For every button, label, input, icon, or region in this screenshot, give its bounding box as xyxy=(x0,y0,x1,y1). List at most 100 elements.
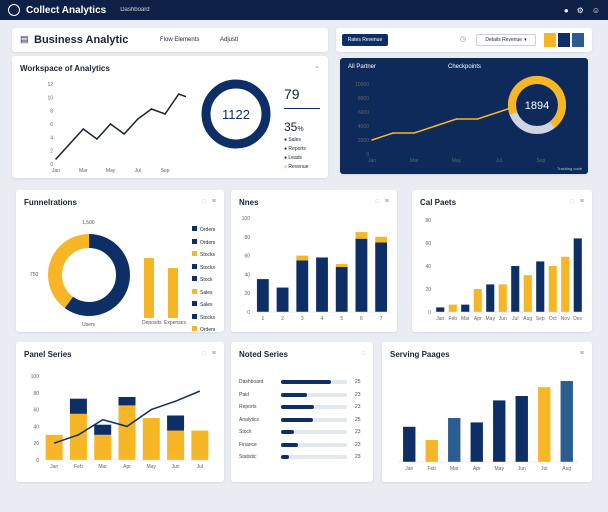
news-bar xyxy=(335,264,348,267)
notes-progress-fill xyxy=(281,430,295,435)
panel-series-title: Panel Series xyxy=(24,350,72,359)
notes-title: Noted Series xyxy=(239,350,288,359)
cal-xtick: Dec xyxy=(573,316,582,322)
notes-row-value: 25 xyxy=(355,379,361,386)
more-icon[interactable]: ≡ xyxy=(384,198,389,205)
collapse-icon[interactable]: ⌄ xyxy=(314,63,320,70)
legend-label: Orders xyxy=(200,239,216,246)
cal-xtick: Nov xyxy=(561,316,570,322)
notes-progress-fill xyxy=(281,455,289,460)
panel-series-ytick: 0 xyxy=(36,458,39,464)
cal-ytick: 20 xyxy=(425,287,431,293)
overview-xtick: Jan xyxy=(52,168,60,174)
toggle-a[interactable] xyxy=(544,33,556,47)
panel-series-xtick: Jun xyxy=(172,464,180,470)
notes-progress-track xyxy=(281,442,347,447)
funnel-bar xyxy=(144,258,154,318)
serving-bar xyxy=(560,381,573,462)
info-icon[interactable]: ◌ xyxy=(569,198,574,205)
overview-point xyxy=(109,123,112,125)
info-icon[interactable]: ◌ xyxy=(374,198,379,205)
overview-title: Workspace of Analytics xyxy=(20,64,110,73)
dark-point xyxy=(434,125,437,127)
panel-series-xtick: Mar xyxy=(98,464,107,470)
panel-series-ytick: 40 xyxy=(33,424,39,430)
settings-icon[interactable]: ⚙ xyxy=(576,5,584,15)
notes-row-label: Dashboard xyxy=(239,379,264,386)
overview-list-item: ● Leads xyxy=(284,154,308,163)
more-icon[interactable]: ≡ xyxy=(579,198,584,205)
rates-button[interactable]: Rates Revenue xyxy=(342,34,388,46)
legend-swatch xyxy=(192,251,197,256)
panel-series-bar xyxy=(167,430,185,460)
serving-bar xyxy=(448,418,461,462)
legend-swatch xyxy=(192,238,197,244)
cal-bar xyxy=(461,304,470,312)
bullet-icon: ● xyxy=(284,164,289,170)
news-xtick: 5 xyxy=(340,316,343,322)
funnel-bar xyxy=(168,268,178,318)
funnel-left-label: 750 xyxy=(30,272,39,278)
clock-icon[interactable]: ◷ xyxy=(460,36,467,43)
news-ytick: 20 xyxy=(244,291,250,297)
cal-bar xyxy=(536,261,545,312)
notes-row-value: 25 xyxy=(355,416,361,423)
panel-series-xtick: Jan xyxy=(50,464,58,470)
cal-bar xyxy=(473,289,482,312)
nav-dashboard[interactable]: Dashboard xyxy=(120,7,150,13)
overview-point xyxy=(164,113,166,115)
user-icon[interactable]: ☺ xyxy=(591,5,600,15)
overview-point xyxy=(68,143,71,145)
notes-progress-fill xyxy=(281,392,308,397)
notes-row-label: Reports xyxy=(239,404,257,411)
toggle-c[interactable] xyxy=(572,33,584,47)
toggle-b[interactable] xyxy=(558,33,570,47)
cal-title: Cal Paets xyxy=(420,198,457,207)
news-bar xyxy=(256,279,269,312)
news-xtick: 4 xyxy=(321,316,324,322)
notes-row: Finance 23 xyxy=(239,439,367,452)
page-title: Business Analytic xyxy=(34,34,129,46)
funnel-card: Funnelrations ◌ ≡ 1,500 750 Users Deposit… xyxy=(16,190,224,333)
cal-xtick: Feb xyxy=(448,316,457,322)
tab-flow[interactable]: Flow Elements xyxy=(160,37,200,43)
info-icon[interactable]: ◌ xyxy=(201,350,206,357)
notes-progress-fill xyxy=(281,380,331,385)
panel-series-bar xyxy=(94,424,112,435)
overview-donut: 1122 xyxy=(201,79,271,149)
cal-card: Cal Paets ◌ ≡ 0 20 40 60 80 Jan Feb Mar Apr May Jun… xyxy=(412,190,592,332)
menu-icon[interactable]: ▤ xyxy=(20,34,29,44)
more-icon[interactable]: ≡ xyxy=(211,350,216,357)
panel-series-ytick: 20 xyxy=(33,441,39,447)
tab-adjust[interactable]: Adjustl xyxy=(220,37,239,43)
news-ytick: 60 xyxy=(244,254,250,260)
kpi-1: 79 xyxy=(284,86,300,102)
dark-donut-value: 1894 xyxy=(525,100,549,112)
cal-bar xyxy=(498,284,507,312)
funnel-bottom-label: Users xyxy=(82,322,96,328)
info-icon[interactable]: ◌ xyxy=(360,350,365,357)
overview-xtick: Sep xyxy=(161,168,170,174)
notes-row-value: 23 xyxy=(355,454,361,461)
notes-list: Dashboard 25 Paid 23 Reports 23 Analytics 25 Sto… xyxy=(239,376,367,464)
overview-point xyxy=(55,158,57,160)
panel-series-xtick: Apr xyxy=(123,464,131,470)
overview-ytick: 2 xyxy=(50,149,53,155)
news-bar xyxy=(375,236,388,243)
serving-bar-chart: Jan Feb Mar Apr May Jun Jul Aug xyxy=(398,381,578,472)
funnel-slice xyxy=(48,234,130,316)
legend-swatch xyxy=(192,326,197,331)
news-bar-chart: 0 20 40 60 80 100 1 2 3 4 5 6 7 xyxy=(242,216,391,322)
more-icon[interactable]: ≡ xyxy=(579,350,584,357)
more-icon[interactable]: ≡ xyxy=(211,198,216,205)
panel-series-bar xyxy=(118,405,136,460)
overview-xtick: Jul xyxy=(135,168,141,174)
overview-list-label: Leads xyxy=(288,155,303,161)
info-icon[interactable]: ◌ xyxy=(201,198,206,205)
news-bar xyxy=(375,242,388,312)
details-select[interactable]: Details Revenue ▾ xyxy=(476,34,536,46)
notifications-icon[interactable]: ● xyxy=(563,5,569,15)
funnel-legend-item: Orders xyxy=(192,237,215,250)
panel-series-bar xyxy=(191,430,209,460)
notes-progress-track xyxy=(281,380,347,385)
